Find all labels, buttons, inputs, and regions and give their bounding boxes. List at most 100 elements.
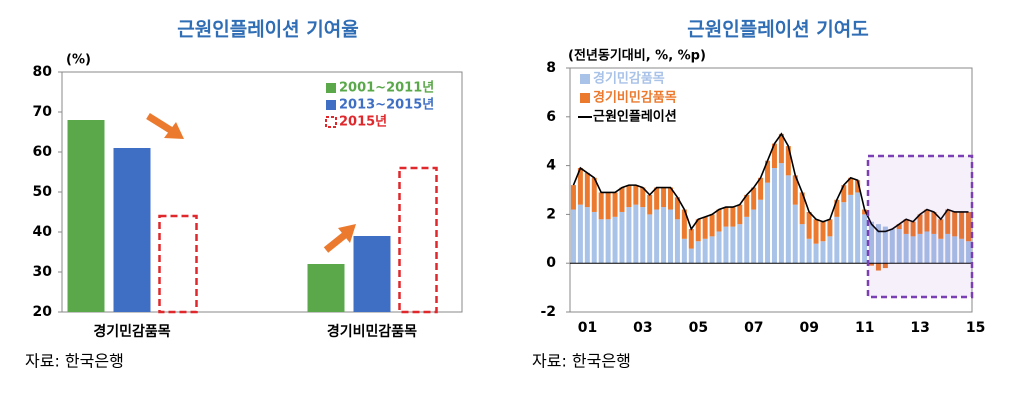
bar bbox=[931, 211, 937, 234]
bar bbox=[654, 187, 660, 210]
bar bbox=[709, 214, 715, 237]
legend-label: 2015년 bbox=[339, 115, 387, 130]
bar bbox=[577, 168, 583, 205]
y-tick-label: 60 bbox=[33, 144, 53, 160]
bar bbox=[834, 216, 840, 264]
x-tick-label: 05 bbox=[689, 320, 708, 336]
bar bbox=[598, 219, 604, 264]
legend-label: 2013~2015년 bbox=[339, 98, 434, 113]
y-tick-label: 6 bbox=[546, 109, 556, 125]
bar bbox=[605, 219, 611, 264]
bar bbox=[799, 192, 805, 225]
bar bbox=[353, 236, 391, 312]
bar bbox=[806, 211, 812, 239]
bar bbox=[398, 166, 438, 314]
bar bbox=[771, 168, 777, 264]
legend-label: 경기비민감품목 bbox=[593, 90, 677, 106]
bar bbox=[661, 207, 667, 264]
bar bbox=[945, 233, 951, 264]
source: 자료: 한국은행 bbox=[25, 352, 124, 371]
bar bbox=[619, 187, 625, 212]
legend-marker bbox=[325, 116, 337, 128]
bar bbox=[577, 204, 583, 264]
bar bbox=[591, 177, 597, 212]
bar bbox=[917, 233, 923, 264]
legend-label: 경기민감품목 bbox=[593, 71, 665, 87]
bar bbox=[702, 216, 708, 239]
plot-frame bbox=[569, 67, 973, 313]
bar bbox=[702, 238, 708, 264]
bar bbox=[917, 214, 923, 234]
bar bbox=[716, 209, 722, 232]
y-tick-label: 40 bbox=[33, 224, 53, 240]
bar bbox=[661, 187, 667, 208]
bar bbox=[903, 233, 909, 264]
bar bbox=[744, 216, 750, 264]
bar bbox=[771, 143, 777, 169]
bar bbox=[813, 243, 819, 264]
chart-title: 근원인플레이션 기여도 bbox=[687, 19, 868, 41]
bar bbox=[855, 192, 861, 264]
bar bbox=[598, 192, 604, 220]
bar bbox=[647, 214, 653, 264]
bar bbox=[862, 209, 868, 215]
bar bbox=[619, 211, 625, 264]
bar bbox=[827, 236, 833, 264]
bar bbox=[605, 192, 611, 220]
x-tick-label: 경기민감품목 bbox=[93, 323, 170, 340]
bar bbox=[778, 163, 784, 264]
bar bbox=[966, 211, 972, 242]
bar bbox=[785, 175, 791, 264]
bar bbox=[848, 177, 854, 195]
bar bbox=[799, 224, 805, 264]
line bbox=[572, 132, 969, 233]
y-tick-label: 20 bbox=[33, 304, 53, 320]
bar bbox=[889, 229, 895, 264]
bar bbox=[959, 238, 965, 264]
bar bbox=[765, 160, 771, 183]
y-tick-label: -2 bbox=[540, 304, 556, 320]
bar bbox=[882, 263, 888, 269]
bar bbox=[612, 192, 618, 217]
legend-label: 근원인플레이션 bbox=[593, 109, 677, 125]
bar bbox=[820, 241, 826, 264]
y-tick-label: 8 bbox=[546, 60, 556, 76]
bar bbox=[668, 209, 673, 264]
bar bbox=[910, 236, 916, 264]
bar bbox=[730, 207, 736, 227]
x-tick-label: 09 bbox=[800, 320, 819, 336]
bar bbox=[841, 185, 847, 203]
bar bbox=[945, 209, 951, 234]
bar bbox=[848, 194, 854, 264]
bar bbox=[695, 241, 701, 264]
bar bbox=[626, 207, 632, 264]
bar bbox=[633, 185, 639, 205]
bar bbox=[695, 219, 701, 242]
bar bbox=[869, 221, 874, 264]
bar bbox=[668, 187, 673, 210]
bar bbox=[716, 231, 722, 264]
bar bbox=[688, 248, 694, 264]
x-tick-label: 13 bbox=[910, 320, 929, 336]
y-axis-label: (%) bbox=[66, 53, 91, 68]
legend-marker bbox=[580, 74, 590, 84]
bar bbox=[723, 207, 729, 227]
bar bbox=[896, 229, 902, 264]
bar bbox=[158, 214, 198, 314]
bar bbox=[855, 180, 861, 193]
bar bbox=[924, 231, 930, 264]
y-tick-label: 80 bbox=[33, 64, 53, 80]
bar bbox=[952, 236, 958, 264]
bar bbox=[591, 211, 597, 264]
bar bbox=[584, 172, 590, 208]
bar bbox=[647, 194, 653, 215]
x-tick-label: 07 bbox=[744, 320, 763, 336]
bar bbox=[966, 241, 972, 264]
bar bbox=[751, 187, 757, 210]
bar bbox=[730, 226, 736, 264]
highlight-box bbox=[866, 154, 974, 299]
bar bbox=[875, 224, 881, 264]
bar bbox=[931, 233, 937, 264]
bar bbox=[758, 177, 764, 200]
